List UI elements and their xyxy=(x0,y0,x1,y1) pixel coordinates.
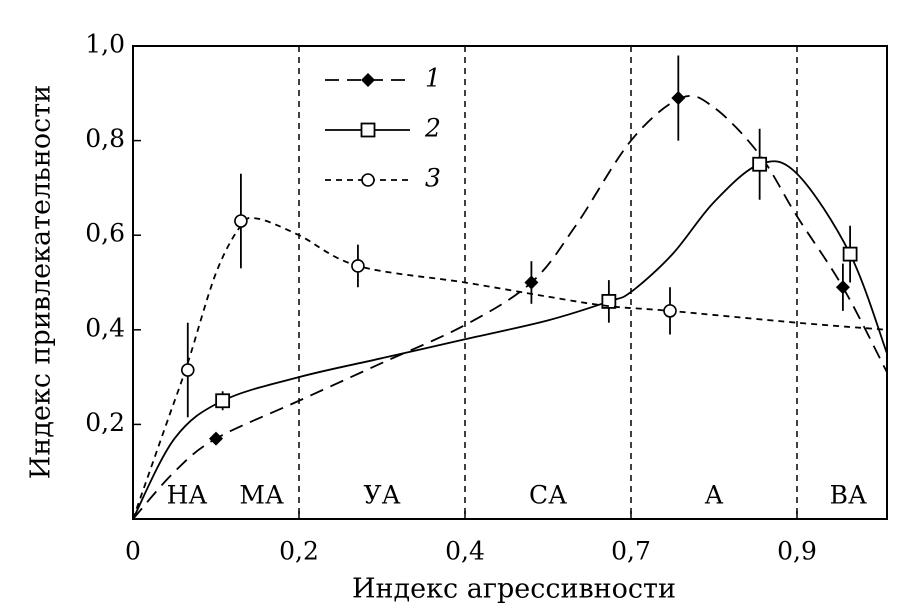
marker xyxy=(663,304,677,318)
region-label: НА xyxy=(167,481,208,510)
region-label: УА xyxy=(364,481,401,510)
x-tick-label: 0,7 xyxy=(611,537,651,566)
y-tick-label: 0,2 xyxy=(85,408,125,437)
y-tick-label: 1,0 xyxy=(85,30,125,59)
y-tick-label: 0,4 xyxy=(85,313,125,342)
marker xyxy=(351,259,365,273)
marker xyxy=(752,156,768,172)
marker xyxy=(234,214,248,228)
legend-label: 1 xyxy=(425,64,441,93)
legend-marker xyxy=(361,173,375,187)
marker xyxy=(835,280,850,295)
x-tick-label: 0 xyxy=(125,537,141,566)
x-axis-label: Индекс агрессивности xyxy=(352,574,676,605)
x-tick-label: 0,4 xyxy=(445,537,485,566)
region-label: СА xyxy=(529,481,567,510)
x-tick-label: 0,9 xyxy=(777,537,817,566)
region-label: МА xyxy=(239,481,284,510)
marker xyxy=(209,431,223,446)
marker xyxy=(524,275,539,290)
region-label: А xyxy=(705,481,724,510)
legend-marker xyxy=(361,73,375,87)
marker xyxy=(180,363,195,377)
marker xyxy=(671,91,686,106)
y-tick-label: 0,6 xyxy=(85,219,125,248)
x-tick-label: 0,2 xyxy=(279,537,319,566)
marker xyxy=(601,294,617,309)
fit-curve xyxy=(132,216,888,520)
plot-frame xyxy=(132,45,888,520)
legend-label: 2 xyxy=(424,114,441,143)
marker xyxy=(215,393,231,409)
fit-curve xyxy=(132,94,888,520)
marker xyxy=(842,246,858,262)
y-axis-label: Индекс привлекательности xyxy=(26,85,57,479)
fit-curve xyxy=(132,160,888,520)
legend-marker xyxy=(360,122,376,138)
legend-label: 3 xyxy=(425,164,441,193)
region-label: ВА xyxy=(830,481,867,510)
y-tick-label: 0,8 xyxy=(85,124,125,153)
